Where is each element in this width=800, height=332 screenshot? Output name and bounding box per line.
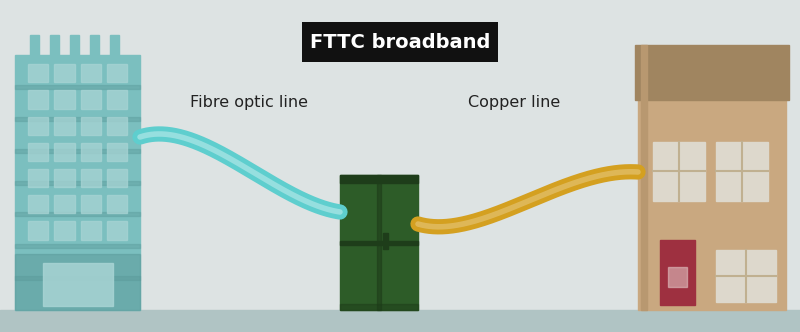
Bar (28, 90, 48, 109)
Bar (30, 35, 39, 55)
Bar (716, 142, 768, 201)
Bar (81, 117, 101, 135)
Bar (54, 64, 74, 82)
Bar (81, 64, 101, 82)
Bar (110, 35, 119, 55)
Bar (15, 149, 140, 153)
Bar (90, 35, 99, 55)
Bar (377, 175, 381, 310)
Bar (106, 143, 127, 161)
Bar (638, 100, 786, 310)
Bar (28, 117, 48, 135)
Text: Fibre optic line: Fibre optic line (190, 95, 308, 110)
Bar (28, 143, 48, 161)
Bar (106, 117, 127, 135)
Bar (15, 212, 140, 216)
Bar (54, 143, 74, 161)
Bar (668, 267, 687, 287)
Bar (54, 117, 74, 135)
Bar (28, 221, 48, 240)
Bar (15, 276, 140, 280)
Bar (15, 181, 140, 185)
Bar (641, 45, 647, 310)
Bar (54, 90, 74, 109)
Bar (106, 221, 127, 240)
Bar (28, 64, 48, 82)
Bar (106, 64, 127, 82)
Bar (340, 240, 418, 244)
Bar (383, 233, 388, 249)
Bar (54, 221, 74, 240)
Bar (43, 263, 113, 306)
Bar (15, 55, 140, 310)
Bar (81, 90, 101, 109)
Bar (81, 143, 101, 161)
Bar (81, 195, 101, 213)
Bar (15, 254, 140, 310)
Bar (81, 169, 101, 187)
Bar (302, 22, 498, 62)
Bar (660, 240, 695, 305)
Bar (106, 90, 127, 109)
Bar (28, 169, 48, 187)
Bar (106, 195, 127, 213)
Bar (106, 169, 127, 187)
Bar (340, 175, 418, 310)
Bar (28, 195, 48, 213)
Text: Copper line: Copper line (468, 95, 560, 110)
Bar (15, 117, 140, 121)
Bar (54, 195, 74, 213)
Bar (635, 45, 789, 100)
Bar (340, 175, 418, 183)
Bar (653, 142, 705, 201)
Bar (15, 244, 140, 248)
Text: FTTC broadband: FTTC broadband (310, 33, 490, 51)
Bar (15, 85, 140, 89)
Bar (0, 310, 800, 332)
Bar (716, 250, 776, 302)
Bar (50, 35, 59, 55)
Bar (340, 304, 418, 310)
Bar (70, 35, 79, 55)
Bar (54, 169, 74, 187)
Bar (81, 221, 101, 240)
